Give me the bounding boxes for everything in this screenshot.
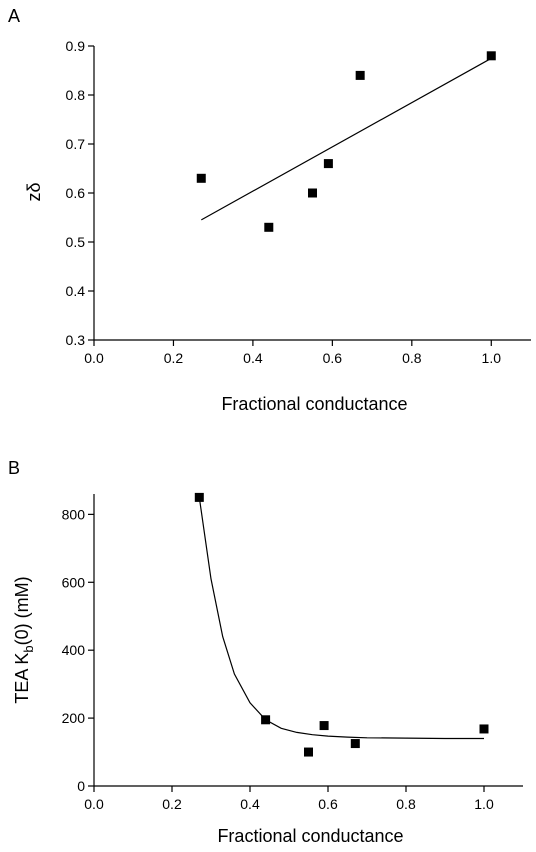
x-tick-label: 0.4 — [243, 350, 263, 366]
data-point — [264, 222, 274, 232]
data-point — [350, 739, 360, 749]
x-tick-label: 0.6 — [318, 796, 338, 812]
data-point — [355, 70, 365, 80]
panel-a: A 0.0 0.2 0.4 0.6 0.8 1.0 0.3 0.4 0.5 0.6 0.7 0.8 0.9… — [8, 6, 531, 414]
data-point — [486, 51, 496, 61]
x-tick-label: 1.0 — [474, 796, 494, 812]
y-axis-title-subscript: b — [21, 645, 36, 652]
x-tick-label: 0.8 — [396, 796, 416, 812]
y-tick-label: 0.8 — [66, 87, 86, 103]
y-tick-label: 400 — [62, 642, 86, 658]
y-tick-label: 0.4 — [66, 283, 86, 299]
x-tick-label: 0.0 — [84, 796, 104, 812]
data-point — [194, 492, 204, 502]
y-axis-title: zδ — [24, 182, 44, 201]
data-point — [196, 173, 206, 183]
x-tick-label: 0.4 — [240, 796, 260, 812]
data-point — [304, 747, 313, 757]
data-point — [261, 715, 271, 725]
regression-line — [201, 57, 492, 221]
panel-label: A — [8, 6, 20, 26]
x-tick-label: 0.2 — [162, 796, 182, 812]
x-tick-label: 1.0 — [482, 350, 502, 366]
data-point — [479, 724, 489, 734]
fit-curve — [198, 497, 484, 740]
y-tick-label: 0.5 — [66, 234, 86, 250]
x-tick-label: 0.6 — [323, 350, 343, 366]
y-tick-label: 0.6 — [66, 185, 86, 201]
y-tick-label: 200 — [62, 710, 86, 726]
y-tick-label: 600 — [62, 574, 86, 590]
data-point — [308, 188, 317, 198]
x-tick-label: 0.8 — [402, 350, 422, 366]
panel-label: B — [8, 458, 20, 478]
y-tick-label: 0.3 — [66, 332, 86, 348]
y-tick-label: 0 — [77, 778, 85, 794]
data-point — [319, 721, 329, 731]
y-tick-label: 800 — [62, 506, 86, 522]
data-point — [323, 159, 333, 169]
x-tick-label: 0.2 — [164, 350, 184, 366]
y-axis-title-tail: (0) (mM) — [12, 576, 32, 645]
panel-b: B 0.0 0.2 0.4 0.6 0.8 1.0 0 200 400 600 800 Fraction… — [8, 458, 523, 846]
y-tick-label: 0.9 — [66, 38, 86, 54]
y-tick-label: 0.7 — [66, 136, 86, 152]
y-axis-title: TEA Kb(0) (mM) — [12, 576, 36, 703]
x-axis-title: Fractional conductance — [217, 826, 403, 846]
y-axis-title-main: TEA K — [12, 653, 32, 704]
x-tick-label: 0.0 — [84, 350, 104, 366]
x-axis-title: Fractional conductance — [221, 394, 407, 414]
